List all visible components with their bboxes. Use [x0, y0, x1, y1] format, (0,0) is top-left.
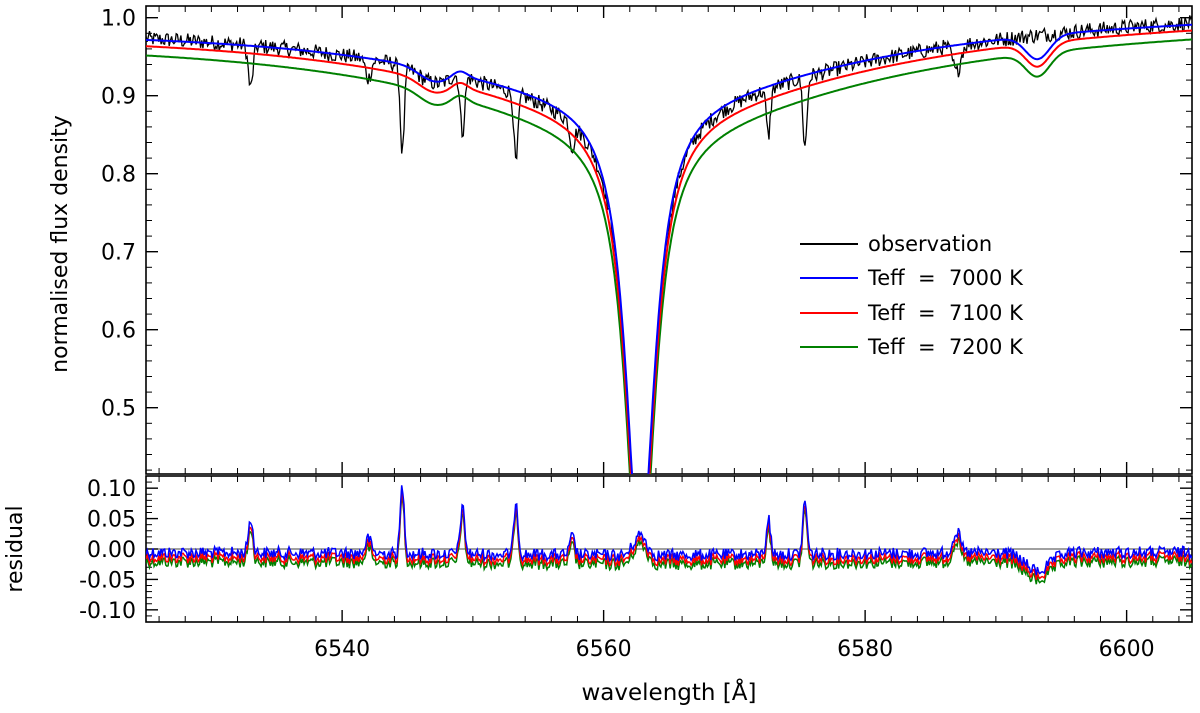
- main-y-axis-label: normalised flux density: [48, 115, 73, 373]
- residual-y-tick-label: 0.00: [87, 538, 136, 563]
- residual-line-teff-7000: [146, 485, 1192, 576]
- x-tick-label: 6560: [576, 637, 632, 662]
- legend-label-observation: observation: [868, 232, 992, 256]
- residual-y-tick-label: -0.05: [79, 568, 136, 593]
- series-line-teff-7000: [146, 23, 1192, 474]
- residual-panel: 6540 6560 6580 6600 -0.10 -0.05 0.00 0.05 0.10 r…: [3, 475, 1193, 662]
- residual-y-tick-label: 0.10: [87, 477, 136, 502]
- legend-label-teff-7200: Teff = 7200 K: [867, 335, 1024, 359]
- main-axis-ticks: 0.5 0.6 0.7 0.8 0.9 1.0: [101, 6, 1192, 474]
- residual-y-axis-label: residual: [3, 505, 28, 592]
- main-panel: 0.5 0.6 0.7 0.8 0.9 1.0 normalised flux densi…: [48, 5, 1193, 475]
- x-axis-label: wavelength [Å]: [582, 678, 757, 706]
- residual-series-group: [146, 485, 1192, 585]
- main-y-tick-label: 0.6: [101, 319, 136, 344]
- main-plot-frame: [145, 5, 1193, 475]
- x-tick-label: 6540: [314, 637, 370, 662]
- main-y-tick-label: 0.5: [101, 397, 136, 422]
- residual-y-tick-label: -0.10: [79, 599, 136, 624]
- series-line-observation: [146, 15, 1192, 474]
- legend-label-teff-7100: Teff = 7100 K: [867, 301, 1024, 325]
- residual-y-tick-label: 0.05: [87, 508, 136, 533]
- x-tick-label: 6600: [1099, 637, 1155, 662]
- legend: observation Teff = 7000 K Teff = 7100 K …: [800, 232, 1024, 359]
- main-y-tick-label: 0.8: [101, 163, 136, 188]
- main-y-tick-label: 0.7: [101, 241, 136, 266]
- legend-label-teff-7000: Teff = 7000 K: [867, 266, 1024, 290]
- x-tick-label: 6580: [837, 637, 893, 662]
- series-line-teff-7100: [146, 29, 1192, 474]
- main-y-tick-label: 0.9: [101, 85, 136, 110]
- series-line-teff-7200: [146, 38, 1192, 474]
- main-y-tick-label: 1.0: [101, 7, 136, 32]
- main-series-group: [146, 15, 1192, 474]
